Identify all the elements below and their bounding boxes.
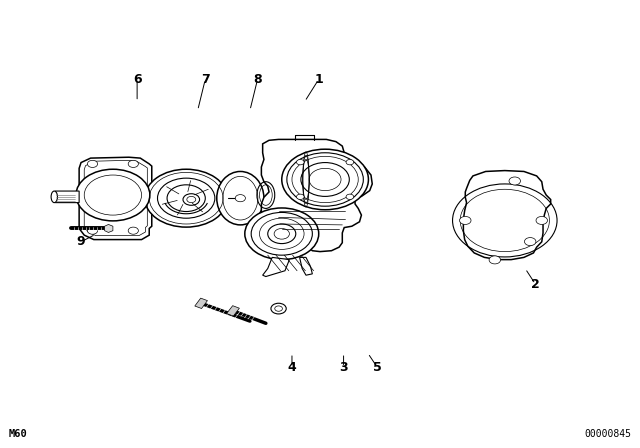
- Circle shape: [271, 303, 286, 314]
- Text: 4: 4: [287, 361, 296, 374]
- Circle shape: [296, 194, 304, 199]
- Text: 1: 1: [314, 73, 323, 86]
- Polygon shape: [54, 191, 79, 202]
- Circle shape: [88, 160, 98, 168]
- Text: 9: 9: [77, 235, 85, 248]
- Circle shape: [245, 208, 319, 260]
- Circle shape: [236, 194, 246, 202]
- Polygon shape: [300, 258, 312, 275]
- Polygon shape: [195, 298, 207, 309]
- Circle shape: [346, 159, 354, 165]
- Text: 6: 6: [133, 73, 141, 86]
- Polygon shape: [79, 157, 152, 240]
- Text: M60: M60: [9, 429, 28, 439]
- Circle shape: [76, 169, 150, 221]
- Text: 3: 3: [339, 361, 348, 374]
- Ellipse shape: [51, 191, 58, 202]
- Circle shape: [536, 216, 547, 224]
- Circle shape: [183, 194, 200, 205]
- Circle shape: [145, 169, 228, 227]
- Ellipse shape: [217, 172, 264, 225]
- Text: 8: 8: [253, 73, 262, 86]
- Circle shape: [346, 194, 354, 199]
- Circle shape: [128, 160, 138, 168]
- Text: 00000845: 00000845: [584, 429, 631, 439]
- Circle shape: [282, 149, 369, 210]
- Circle shape: [88, 227, 98, 234]
- Polygon shape: [104, 224, 113, 233]
- Polygon shape: [261, 139, 372, 252]
- Text: 7: 7: [201, 73, 210, 86]
- Polygon shape: [463, 171, 550, 260]
- Text: 5: 5: [373, 361, 381, 374]
- Circle shape: [524, 237, 536, 246]
- Circle shape: [128, 227, 138, 234]
- Circle shape: [489, 256, 500, 264]
- Circle shape: [460, 216, 471, 224]
- Text: 2: 2: [531, 278, 540, 291]
- Polygon shape: [227, 306, 239, 316]
- Circle shape: [296, 159, 304, 165]
- Polygon shape: [262, 258, 289, 276]
- Circle shape: [509, 177, 520, 185]
